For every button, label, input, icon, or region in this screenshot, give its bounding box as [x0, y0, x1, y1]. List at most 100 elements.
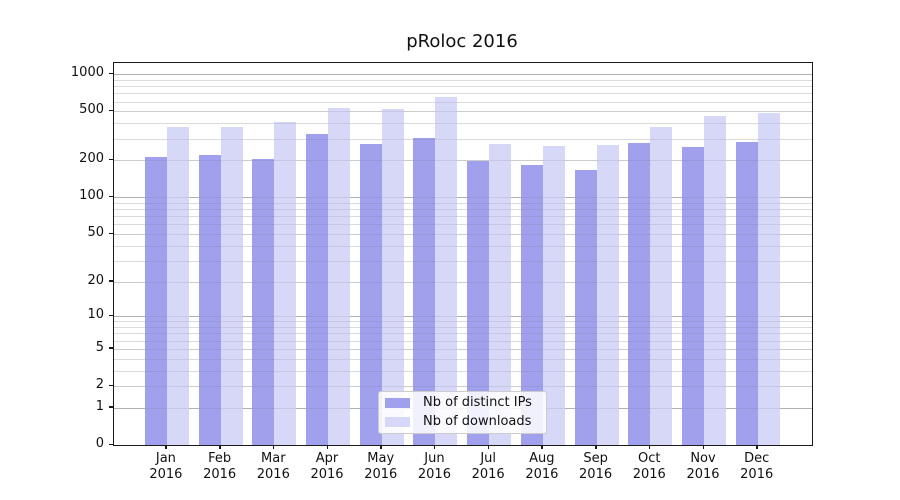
gridline-overlay-5 [114, 348, 812, 350]
y-tick-mark-200 [109, 158, 113, 161]
y-tick-mark-0 [109, 443, 113, 445]
x-tick-label-oct: Oct 2016 [632, 451, 666, 482]
bar-downloads-may [381, 109, 404, 445]
x-tick-label-mar: Mar 2016 [256, 451, 290, 482]
gridline-overlay-7 [114, 333, 812, 335]
gridline-overlay-30 [114, 260, 812, 262]
gridline-minor-30 [114, 260, 812, 262]
gridline-minor-400 [114, 123, 812, 125]
bar-distinct-ips-dec [735, 141, 758, 445]
bar-downloads-aug [542, 145, 565, 445]
x-tick-mark-nov [702, 445, 704, 449]
y-tick-mark-5 [109, 347, 113, 349]
bar-distinct-ips-sep [574, 170, 597, 445]
bar-downloads-dec [757, 112, 780, 445]
bar-distinct-ips-jan [144, 156, 167, 445]
legend-item-downloads: Nb of downloads [385, 414, 540, 430]
x-tick-mark-sep [595, 445, 597, 449]
legend-item-distinct-ips: Nb of distinct IPs [385, 395, 540, 411]
bar-downloads-oct [650, 126, 673, 445]
y-tick-mark-1000 [109, 72, 113, 75]
x-tick-label-jul: Jul 2016 [471, 451, 505, 482]
bar-downloads-jul [489, 144, 512, 445]
x-tick-mark-jun [433, 445, 436, 449]
gridline-overlay-500 [114, 111, 812, 113]
gridline-minor-700 [114, 93, 812, 95]
y-tick-label-1000: 1000 [70, 65, 104, 81]
legend-swatch-downloads [385, 417, 410, 427]
x-tick-mark-apr [326, 445, 329, 449]
gridline-overlay-9 [114, 321, 812, 323]
y-tick-label-10: 10 [87, 307, 104, 323]
gridline-overlay-10 [114, 316, 812, 318]
gridline-overlay-2 [114, 386, 812, 388]
bar-distinct-ips-aug [520, 164, 543, 445]
y-tick-mark-10 [109, 314, 113, 317]
chart-title: pRoloc 2016 [406, 31, 518, 52]
gridline-minor-3 [114, 370, 812, 372]
y-tick-label-5: 5 [95, 339, 104, 355]
gridline-minor-80 [114, 209, 812, 211]
legend-label-distinct-ips: Nb of distinct IPs [423, 395, 532, 410]
gridline-overlay-40 [114, 245, 812, 247]
x-tick-label-jan: Jan 2016 [149, 451, 183, 482]
gridline-overlay-900 [114, 79, 812, 81]
x-tick-label-nov: Nov 2016 [686, 451, 720, 482]
x-tick-mark-jan [165, 445, 167, 449]
y-tick-mark-100 [109, 195, 113, 198]
bar-distinct-ips-jul [467, 160, 490, 445]
bar-downloads-jun [435, 96, 458, 445]
x-tick-label-may: May 2016 [364, 451, 398, 482]
gridline-overlay-300 [114, 138, 812, 140]
plot-area [113, 62, 813, 446]
legend: Nb of distinct IPs Nb of downloads [378, 391, 547, 434]
y-tick-label-100: 100 [79, 188, 104, 204]
x-tick-mark-jul [487, 445, 490, 449]
gridline-10 [114, 316, 812, 318]
x-tick-mark-aug [541, 445, 543, 449]
gridline-minor-800 [114, 86, 812, 88]
x-tick-label-sep: Sep 2016 [579, 451, 613, 482]
gridline-100 [114, 197, 812, 199]
gridline-overlay-700 [114, 93, 812, 95]
gridline-overlay-60 [114, 224, 812, 226]
y-tick-label-500: 500 [79, 102, 104, 118]
y-tick-label-1: 1 [95, 398, 104, 414]
gridline-minor-90 [114, 202, 812, 204]
gridline-5 [114, 348, 812, 350]
gridline-overlay-200 [114, 160, 812, 162]
gridline-minor-70 [114, 216, 812, 218]
gridline-overlay-70 [114, 216, 812, 218]
gridline-overlay-4 [114, 358, 812, 360]
y-tick-label-2: 2 [95, 377, 104, 393]
gridline-minor-4 [114, 358, 812, 360]
gridline-overlay-50 [114, 234, 812, 236]
gridline-minor-9 [114, 321, 812, 323]
bar-downloads-mar [274, 122, 297, 445]
gridline-overlay-1000 [114, 74, 812, 76]
gridline-2 [114, 386, 812, 388]
x-tick-label-jun: Jun 2016 [417, 451, 451, 482]
bar-downloads-nov [704, 115, 726, 445]
gridline-minor-300 [114, 138, 812, 140]
gridline-overlay-100 [114, 197, 812, 199]
bar-distinct-ips-may [359, 143, 382, 445]
x-tick-label-apr: Apr 2016 [310, 451, 344, 482]
gridline-overlay-3 [114, 370, 812, 372]
gridline-1000 [114, 74, 812, 76]
bar-distinct-ips-apr [306, 133, 329, 445]
gridline-20 [114, 281, 812, 283]
gridline-50 [114, 234, 812, 236]
gridline-minor-600 [114, 101, 812, 103]
gridline-minor-60 [114, 224, 812, 226]
gridline-overlay-8 [114, 327, 812, 329]
bar-distinct-ips-mar [252, 158, 275, 445]
bar-distinct-ips-nov [682, 147, 704, 445]
gridline-overlay-600 [114, 101, 812, 103]
gridline-500 [114, 111, 812, 113]
y-tick-label-200: 200 [79, 151, 104, 167]
x-tick-mark-feb [219, 445, 221, 449]
x-tick-label-aug: Aug 2016 [525, 451, 559, 482]
y-tick-mark-50 [109, 232, 113, 235]
bar-downloads-feb [220, 126, 243, 445]
